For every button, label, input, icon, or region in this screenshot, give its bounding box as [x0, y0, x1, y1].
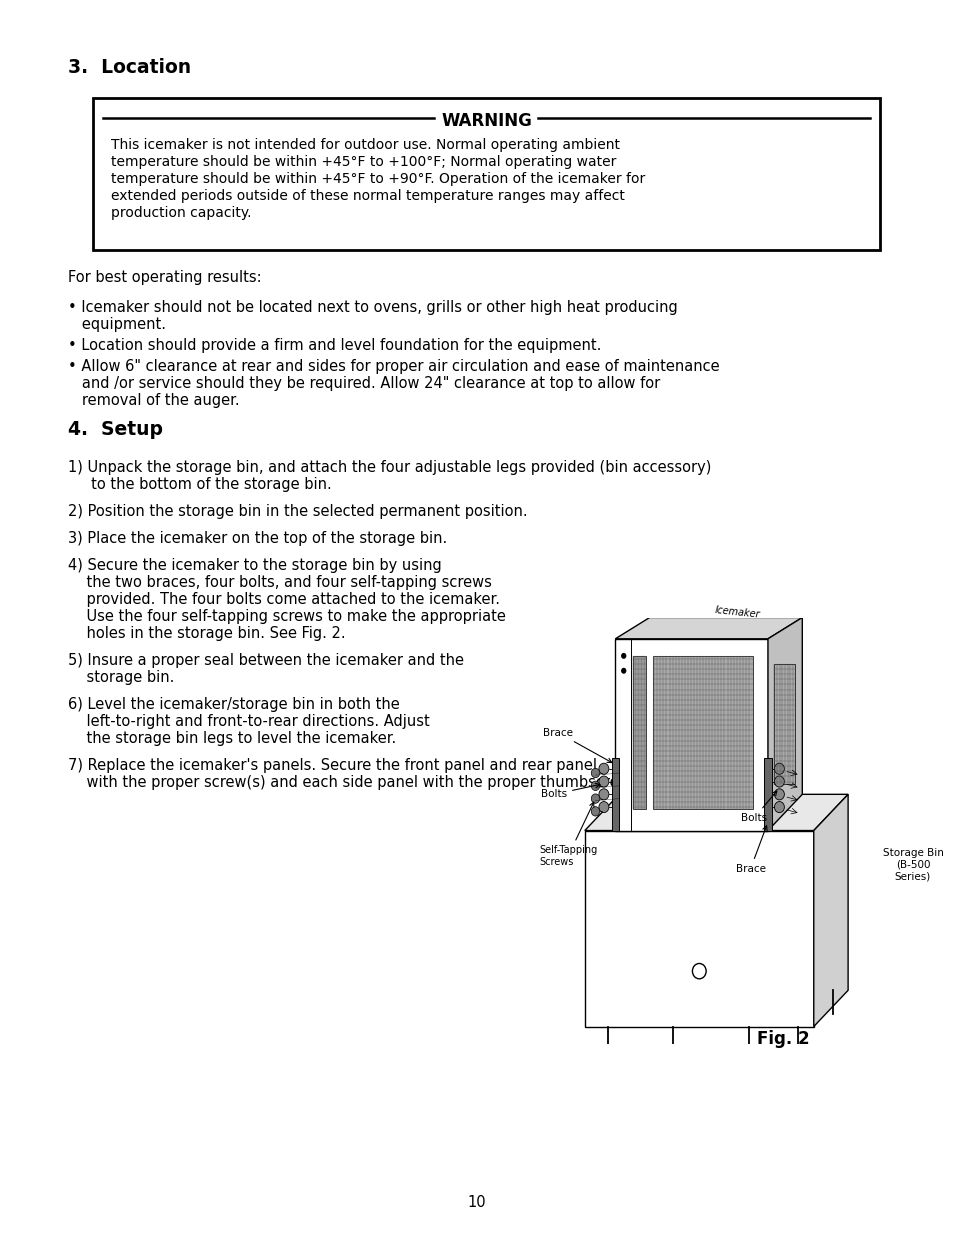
Text: Storage Bin
(B-500
Series): Storage Bin (B-500 Series)	[882, 848, 943, 882]
Text: Self-Tapping
Screws: Self-Tapping Screws	[538, 803, 597, 867]
Text: 3) Place the icemaker on the top of the storage bin.: 3) Place the icemaker on the top of the …	[68, 531, 447, 546]
Text: 4) Secure the icemaker to the storage bin by using: 4) Secure the icemaker to the storage bi…	[68, 558, 441, 573]
Bar	[653, 656, 752, 809]
Text: 5) Insure a proper seal between the icemaker and the: 5) Insure a proper seal between the icem…	[68, 653, 463, 668]
Circle shape	[591, 806, 599, 816]
Polygon shape	[611, 758, 618, 830]
Circle shape	[774, 802, 783, 813]
Text: • Location should provide a firm and level foundation for the equipment.: • Location should provide a firm and lev…	[68, 338, 600, 353]
Circle shape	[598, 789, 608, 800]
Text: 10: 10	[467, 1195, 486, 1210]
Polygon shape	[584, 794, 847, 830]
Text: For best operating results:: For best operating results:	[68, 270, 261, 285]
Text: Use the four self-tapping screws to make the appropriate: Use the four self-tapping screws to make…	[68, 609, 505, 624]
Polygon shape	[584, 830, 813, 1026]
Text: Brace: Brace	[735, 826, 766, 874]
Text: and /or service should they be required. Allow 24" clearance at top to allow for: and /or service should they be required.…	[68, 375, 659, 391]
Bar	[632, 656, 645, 809]
Bar	[92, 98, 879, 249]
Text: removal of the auger.: removal of the auger.	[68, 393, 239, 408]
Text: • Icemaker should not be located next to ovens, grills or other high heat produc: • Icemaker should not be located next to…	[68, 300, 677, 315]
Circle shape	[598, 776, 608, 787]
Text: 4.  Setup: 4. Setup	[68, 420, 163, 438]
Circle shape	[774, 789, 783, 800]
Bar	[773, 664, 794, 784]
Text: production capacity.: production capacity.	[111, 206, 252, 220]
Text: the two braces, four bolts, and four self-tapping screws: the two braces, four bolts, and four sel…	[68, 576, 492, 590]
Circle shape	[598, 763, 608, 774]
Text: left-to-right and front-to-rear directions. Adjust: left-to-right and front-to-rear directio…	[68, 714, 429, 729]
Text: 6) Level the icemaker/storage bin in both the: 6) Level the icemaker/storage bin in bot…	[68, 697, 399, 713]
Text: WARNING: WARNING	[440, 112, 532, 130]
Text: 3.  Location: 3. Location	[68, 58, 191, 77]
Text: • Allow 6" clearance at rear and sides for proper air circulation and ease of ma: • Allow 6" clearance at rear and sides f…	[68, 359, 719, 374]
Polygon shape	[615, 638, 767, 830]
Text: Brace: Brace	[542, 727, 611, 762]
Circle shape	[620, 653, 626, 658]
Text: provided. The four bolts come attached to the icemaker.: provided. The four bolts come attached t…	[68, 592, 499, 606]
Text: holes in the storage bin. See Fig. 2.: holes in the storage bin. See Fig. 2.	[68, 626, 345, 641]
Polygon shape	[767, 618, 801, 830]
Circle shape	[591, 768, 599, 778]
Text: Bolts: Bolts	[540, 783, 599, 799]
Text: with the proper screw(s) and each side panel with the proper thumbscrew.: with the proper screw(s) and each side p…	[68, 776, 634, 790]
Text: extended periods outside of these normal temperature ranges may affect: extended periods outside of these normal…	[111, 189, 624, 203]
Polygon shape	[813, 794, 847, 1026]
Text: Fig. 2: Fig. 2	[756, 1030, 808, 1049]
Circle shape	[774, 776, 783, 787]
Text: Icemaker: Icemaker	[714, 605, 760, 620]
Text: storage bin.: storage bin.	[68, 671, 174, 685]
Circle shape	[591, 794, 599, 803]
Circle shape	[620, 668, 626, 674]
Text: This icemaker is not intended for outdoor use. Normal operating ambient: This icemaker is not intended for outdoo…	[111, 138, 619, 152]
Circle shape	[591, 781, 599, 790]
Circle shape	[774, 763, 783, 774]
Text: temperature should be within +45°F to +90°F. Operation of the icemaker for: temperature should be within +45°F to +9…	[111, 172, 644, 186]
Text: the storage bin legs to level the icemaker.: the storage bin legs to level the icemak…	[68, 731, 395, 746]
Text: 1) Unpack the storage bin, and attach the four adjustable legs provided (bin acc: 1) Unpack the storage bin, and attach th…	[68, 459, 711, 475]
Text: 7) Replace the icemaker's panels. Secure the front panel and rear panel: 7) Replace the icemaker's panels. Secure…	[68, 758, 597, 773]
Text: Bolts: Bolts	[740, 790, 776, 823]
Text: 2) Position the storage bin in the selected permanent position.: 2) Position the storage bin in the selec…	[68, 504, 527, 519]
Text: equipment.: equipment.	[68, 317, 166, 332]
Polygon shape	[615, 618, 801, 638]
Text: to the bottom of the storage bin.: to the bottom of the storage bin.	[68, 477, 332, 492]
Circle shape	[598, 802, 608, 813]
Polygon shape	[763, 758, 771, 830]
Text: temperature should be within +45°F to +100°F; Normal operating water: temperature should be within +45°F to +1…	[111, 156, 616, 169]
